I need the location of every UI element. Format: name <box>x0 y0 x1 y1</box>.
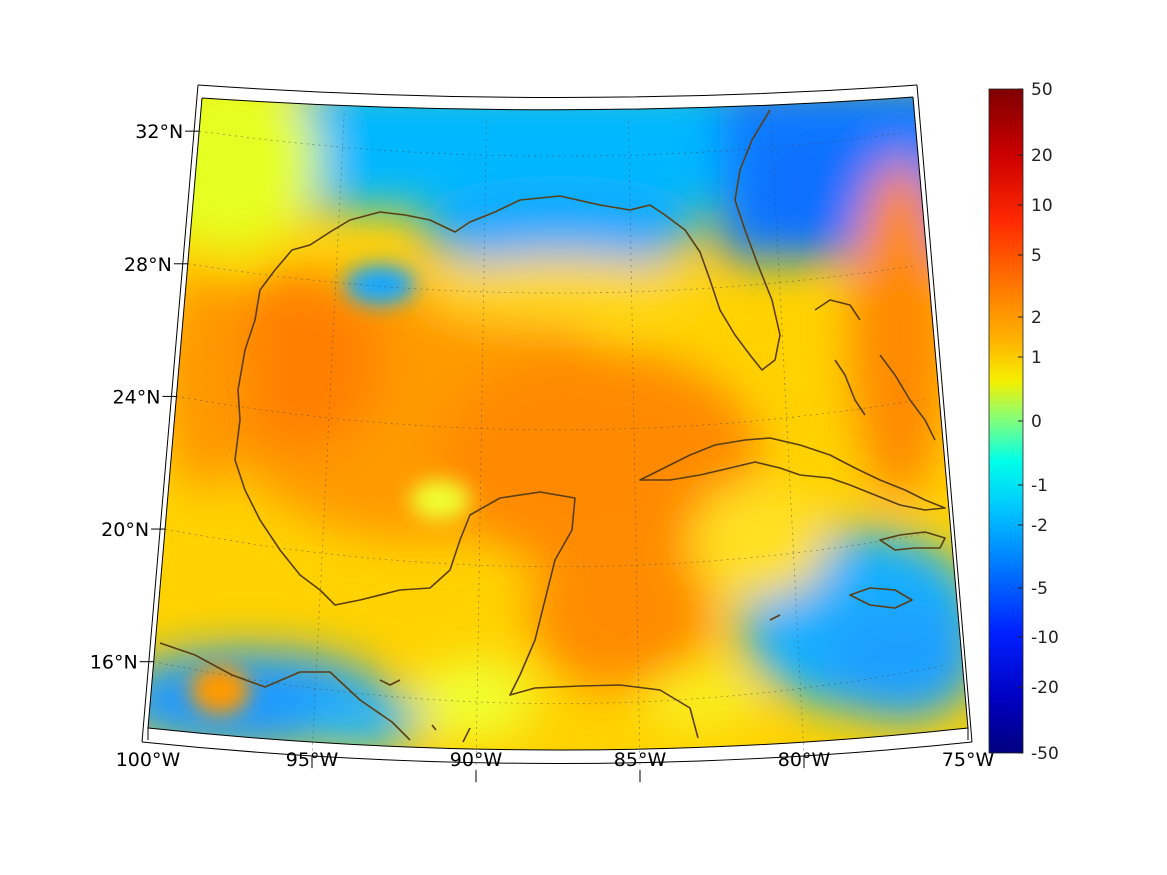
longitude-label: 75°W <box>942 749 995 771</box>
graticule-lon-line <box>628 120 641 771</box>
coastlines <box>159 109 946 743</box>
colorbar-label: -2 <box>1031 516 1048 536</box>
longitude-labels: 100°W 95°W 90°W 85°W 80°W 75°W <box>116 728 995 783</box>
colorbar-label: 5 <box>1031 246 1042 266</box>
gulf-coast-north <box>159 109 781 743</box>
latitude-label: 16°N <box>90 652 138 674</box>
longitude-label: 80°W <box>778 749 831 771</box>
colorbar-label: -20 <box>1031 678 1059 698</box>
longitude-label: 90°W <box>450 749 503 771</box>
map-frame <box>141 84 973 764</box>
latitude-label: 20°N <box>101 519 149 541</box>
graticule-lat-line <box>153 661 947 704</box>
latitude-label: 28°N <box>124 254 172 276</box>
mexico-coast <box>234 459 699 739</box>
latitude-label: 24°N <box>113 386 161 408</box>
graticule-lat-line <box>176 396 924 431</box>
longitude-label: 85°W <box>614 749 667 771</box>
latitude-labels: 32°N 28°N 24°N 20°N 16°N <box>90 121 200 674</box>
yucatan-islands <box>379 614 781 731</box>
jamaica-coast <box>849 587 913 609</box>
colorbar-ramp <box>988 88 1024 754</box>
graticule-lon-line <box>475 120 487 771</box>
colorbar-label: -10 <box>1031 628 1059 648</box>
colorbar-label: 50 <box>1031 80 1053 100</box>
colorbar-label: -5 <box>1031 579 1048 599</box>
colorbar-label: 20 <box>1031 146 1053 166</box>
colorbar-label: -50 <box>1031 744 1059 764</box>
colorbar-label: 10 <box>1031 196 1053 216</box>
colorbar-label: 2 <box>1031 308 1042 328</box>
longitude-label: 95°W <box>286 749 339 771</box>
longitude-label: 100°W <box>116 749 181 771</box>
cuba-coast <box>639 437 946 511</box>
map-field <box>148 97 968 750</box>
colorbar-label: 0 <box>1031 412 1042 432</box>
bahamas-coast <box>814 299 936 441</box>
graticule-lat-line <box>187 263 913 294</box>
hispaniola-coast <box>879 531 946 551</box>
colorbar-label: 1 <box>1031 348 1042 368</box>
latitude-label: 32°N <box>135 121 183 143</box>
graticule <box>153 113 947 771</box>
colorbar-label: -1 <box>1031 476 1048 496</box>
